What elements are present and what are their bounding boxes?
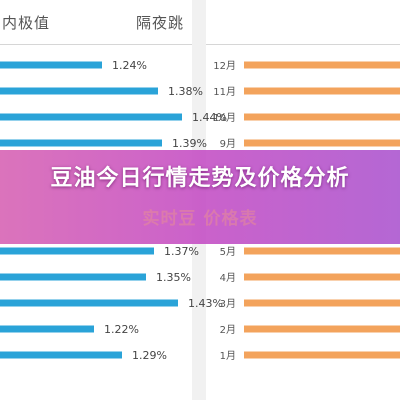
right-month-label: 1月 [220,350,236,362]
left-chart-title: 内极值 [2,14,51,32]
left-title-divider [0,44,192,45]
left-bar [0,139,162,147]
right-bar [244,247,400,255]
left-bar-value-label: 1.24% [112,59,147,72]
right-month-label: 12月 [213,60,236,72]
right-month-label: 4月 [220,272,236,284]
left-bar [0,87,158,95]
right-title-divider [206,44,400,45]
right-month-label: 11月 [213,86,236,98]
right-month-label: 2月 [220,324,236,336]
left-bar-value-label: 1.37% [164,245,199,258]
left-bar-value-label: 1.43% [188,297,223,310]
right-month-label: 9月 [220,138,236,150]
left-bar-value-label: 1.38% [168,85,203,98]
right-month-label: 5月 [220,246,236,258]
right-bar [244,273,400,281]
title-banner [0,150,400,244]
left-bar-value-label: 1.44% [192,111,227,124]
left-bar-value-label: 1.35% [156,271,191,284]
left-bar [0,299,178,307]
right-month-label: 10月 [213,112,236,124]
banner-subtitle-ghost: 实时豆 价格表 [142,209,258,229]
left-bar-value-label: 1.39% [172,137,207,150]
right-bar [244,61,400,69]
right-bar [244,299,400,307]
left-bar [0,113,182,121]
left-bar [0,61,102,69]
left-bar [0,273,146,281]
right-bar [244,87,400,95]
right-bar [244,351,400,359]
left-bar-value-label: 1.29% [132,349,167,362]
right-month-label: 3月 [220,298,236,310]
left-bar [0,351,122,359]
right-bar [244,139,400,147]
left-bar [0,325,94,333]
right-chart-title: 隔夜跳 [136,14,185,32]
right-bar [244,113,400,121]
left-bar [0,247,154,255]
left-bar-value-label: 1.22% [104,323,139,336]
banner-title: 豆油今日行情走势及价格分析 [50,166,350,191]
right-bar [244,325,400,333]
